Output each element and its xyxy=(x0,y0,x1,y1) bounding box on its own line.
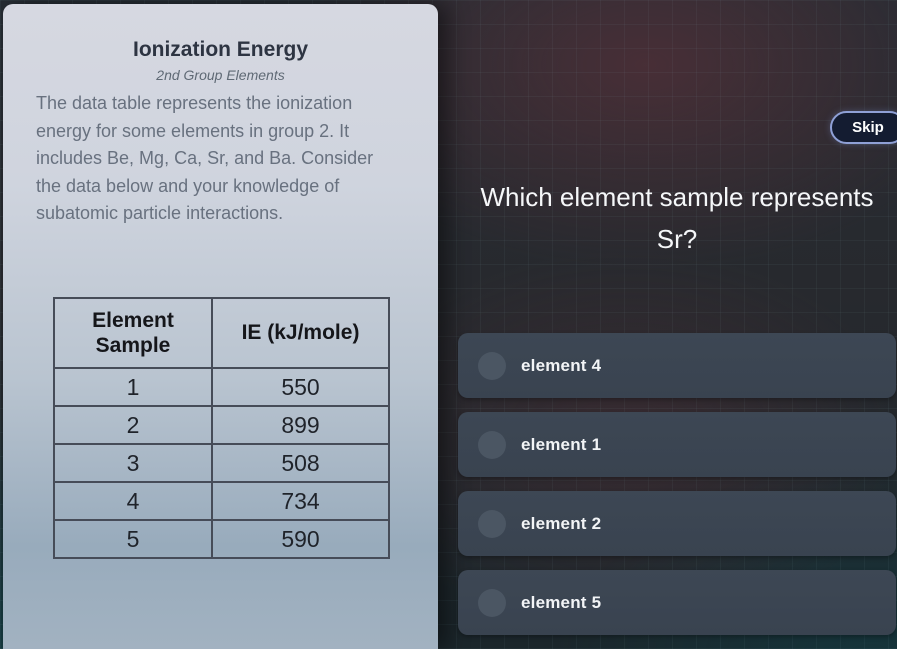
table-header-row: Element Sample IE (kJ/mole) xyxy=(53,297,390,369)
radio-circle-icon[interactable] xyxy=(478,509,506,538)
passage-title: Ionization Energy xyxy=(132,38,308,61)
description-line: subatomic particle interactions. xyxy=(36,203,284,223)
cell-sample: 5 xyxy=(53,519,213,559)
option-label: element 2 xyxy=(521,513,602,533)
cell-sample: 3 xyxy=(53,443,213,483)
cell-ie: 590 xyxy=(211,519,390,559)
answer-option-element-1[interactable]: element 1 xyxy=(458,412,896,477)
cell-sample: 1 xyxy=(53,367,213,407)
header-element-sample: Element Sample xyxy=(53,297,213,369)
table-row: 2 899 xyxy=(53,405,390,445)
radio-circle-icon[interactable] xyxy=(478,430,506,459)
table-row: 3 508 xyxy=(53,443,390,483)
passage-subtitle: 2nd Group Elements xyxy=(156,67,285,83)
table-row: 4 734 xyxy=(53,481,390,521)
description-line: energy for some elements in group 2. It xyxy=(36,120,350,141)
ionization-energy-table: Element Sample IE (kJ/mole) 1 550 2 899 … xyxy=(53,297,390,559)
header-ie: IE (kJ/mole) xyxy=(211,297,390,369)
answer-options: element 4 element 1 element 2 element 5 xyxy=(458,333,896,649)
cell-sample: 4 xyxy=(53,481,213,521)
description-line: the data below and your knowledge of xyxy=(36,175,340,196)
skip-button[interactable]: Skip xyxy=(830,111,897,144)
cell-ie: 508 xyxy=(211,443,390,483)
option-label: element 5 xyxy=(521,592,602,612)
cell-ie: 550 xyxy=(211,367,390,407)
answer-option-element-4[interactable]: element 4 xyxy=(458,333,896,398)
cell-sample: 2 xyxy=(53,405,213,445)
question-text: Which element sample represents Sr? xyxy=(480,182,874,254)
radio-circle-icon[interactable] xyxy=(478,588,506,617)
description-line: includes Be, Mg, Ca, Sr, and Ba. Conside… xyxy=(36,148,374,168)
table-row: 1 550 xyxy=(53,367,390,407)
table-row: 5 590 xyxy=(53,519,390,559)
answer-option-element-5[interactable]: element 5 xyxy=(458,570,896,635)
description-line: The data table represents the ionization xyxy=(36,93,353,113)
cell-ie: 734 xyxy=(211,481,390,521)
option-label: element 4 xyxy=(521,355,602,375)
cell-ie: 899 xyxy=(211,405,390,445)
passage-description: The data table represents the ionization… xyxy=(3,90,438,228)
radio-circle-icon[interactable] xyxy=(478,351,506,380)
option-label: element 1 xyxy=(521,434,602,454)
passage-card: Ionization Energy 2nd Group Elements The… xyxy=(3,4,438,649)
answer-option-element-2[interactable]: element 2 xyxy=(458,491,896,556)
